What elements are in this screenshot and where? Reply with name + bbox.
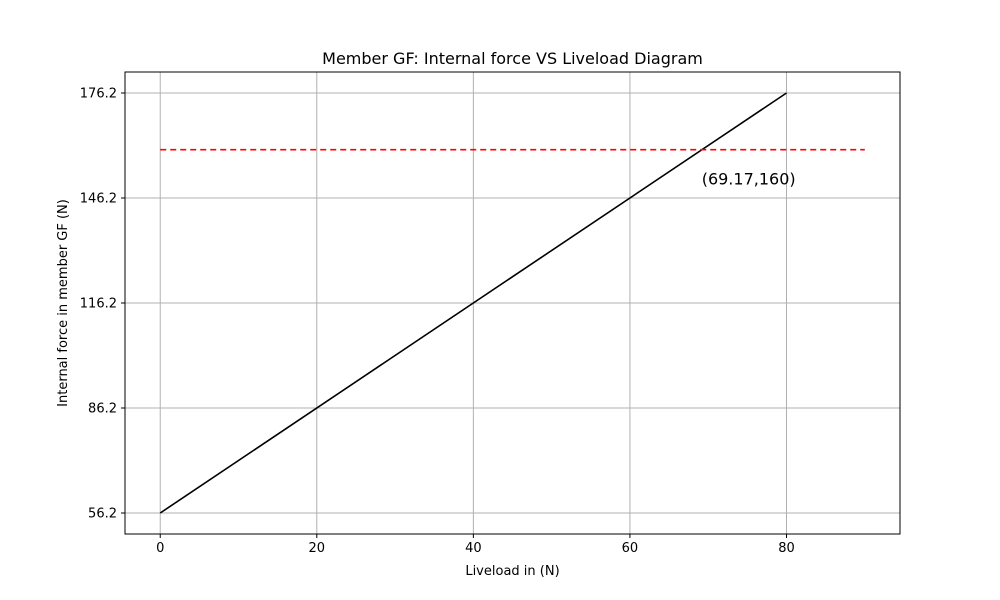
annotations-group: (69.17,160) bbox=[702, 170, 796, 189]
force-line bbox=[159, 92, 787, 514]
y-tick-label: 56.2 bbox=[88, 507, 117, 522]
y-tick-label: 146.2 bbox=[80, 192, 117, 207]
y-tick-label: 86.2 bbox=[88, 402, 117, 417]
x-tick-label: 60 bbox=[622, 541, 639, 556]
x-tick-label: 0 bbox=[156, 541, 164, 556]
y-tick-label: 116.2 bbox=[80, 297, 117, 312]
x-tick-label: 20 bbox=[309, 541, 326, 556]
x-axis-label: Liveload in (N) bbox=[465, 564, 559, 579]
y-tick-label: 176.2 bbox=[80, 87, 117, 102]
chart-title: Member GF: Internal force VS Liveload Di… bbox=[322, 49, 703, 68]
x-axis-ticks: 0 20 40 60 80 bbox=[156, 534, 795, 556]
series-group bbox=[159, 92, 865, 514]
x-tick-label: 80 bbox=[778, 541, 795, 556]
x-tick-label: 40 bbox=[465, 541, 482, 556]
y-axis-label: Internal force in member GF (N) bbox=[56, 199, 71, 407]
y-axis-ticks: 56.2 86.2 116.2 146.2 176.2 bbox=[80, 87, 125, 522]
intersection-annotation: (69.17,160) bbox=[702, 170, 796, 189]
